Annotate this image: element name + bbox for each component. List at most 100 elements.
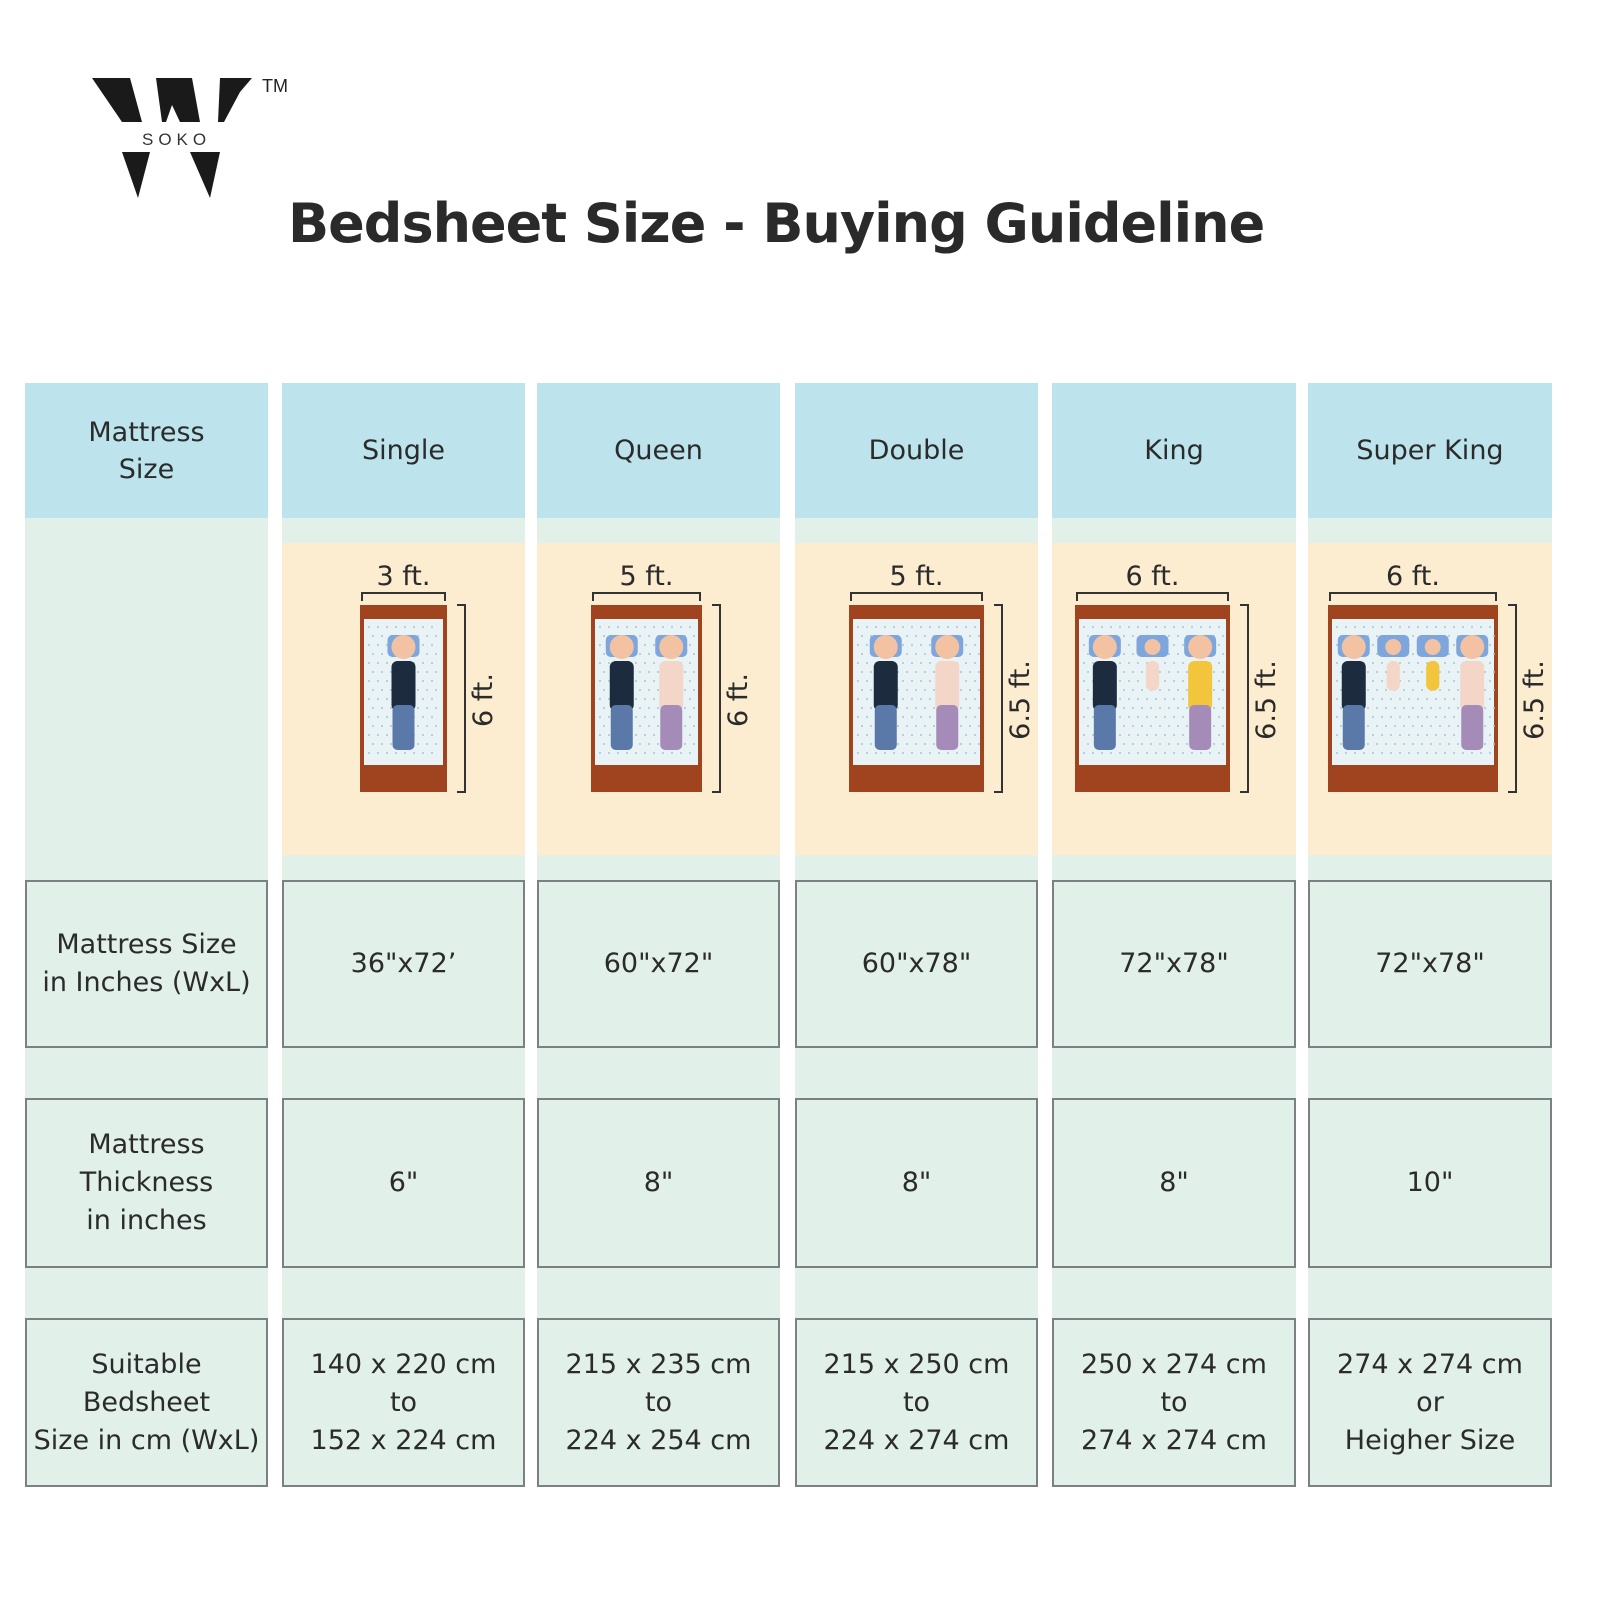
mattress-dot — [368, 644, 370, 646]
mattress-dot — [1137, 680, 1139, 682]
mattress-dot — [635, 698, 637, 700]
mattress-dot — [1439, 743, 1441, 745]
bed-illustration: 6 ft. 6.5 ft. — [1328, 561, 1550, 793]
mattress-dot — [435, 653, 437, 655]
mattress-dot — [1444, 662, 1446, 664]
mattress-dot — [1177, 689, 1179, 691]
mattress-dot — [1123, 653, 1125, 655]
length-bracket — [457, 604, 466, 793]
mattress-dot — [929, 680, 931, 682]
mattress-dot — [1155, 626, 1157, 628]
mattress-dot — [911, 716, 913, 718]
mattress-dot — [969, 671, 971, 673]
length-bracket — [1508, 604, 1517, 793]
mattress-dot — [978, 671, 980, 673]
mattress-dot — [1101, 626, 1103, 628]
mattress-dot — [626, 752, 628, 754]
mattress-dot — [861, 671, 863, 673]
mattress-dot — [684, 671, 686, 673]
mattress-dot — [1372, 680, 1374, 682]
mattress-dot — [689, 698, 691, 700]
person-head — [1424, 639, 1441, 655]
mattress-dot — [1367, 689, 1369, 691]
mattress-dot — [1376, 689, 1378, 691]
mattress-dot — [1376, 635, 1378, 637]
mattress-dot — [404, 752, 406, 754]
mattress-dot — [1186, 707, 1188, 709]
mattress-dot — [857, 644, 859, 646]
person-head — [1385, 639, 1402, 655]
mattress-dot — [1213, 671, 1215, 673]
mattress-dot — [906, 689, 908, 691]
mattress-dot — [911, 644, 913, 646]
mattress-dot — [1381, 698, 1383, 700]
mattress-dot — [635, 662, 637, 664]
mattress-dot — [1394, 707, 1396, 709]
mattress-dot — [974, 626, 976, 628]
mattress-dot — [1218, 698, 1220, 700]
mattress-dot — [639, 635, 641, 637]
mattress-dot — [1168, 725, 1170, 727]
mattress-dot — [1489, 752, 1491, 754]
mattress-dot — [857, 626, 859, 628]
mattress-dot — [381, 707, 383, 709]
mattress-dot — [693, 743, 695, 745]
mattress-dot — [1083, 716, 1085, 718]
mattress-dot — [1128, 662, 1130, 664]
length-bracket — [712, 604, 721, 793]
mattress-dot — [1218, 716, 1220, 718]
mattress-dot — [426, 689, 428, 691]
mattress-dot — [870, 707, 872, 709]
mattress-dot — [965, 752, 967, 754]
mattress-dot — [368, 734, 370, 736]
mattress-dot — [386, 752, 388, 754]
mattress-dot — [875, 752, 877, 754]
mattress-dot — [422, 626, 424, 628]
mattress-dot — [372, 707, 374, 709]
mattress-dot — [924, 689, 926, 691]
mattress-dot — [599, 626, 601, 628]
mattress-dot — [1448, 743, 1450, 745]
mattress-dot — [653, 662, 655, 664]
mattress-dot — [861, 725, 863, 727]
mattress-dot — [1119, 698, 1121, 700]
mattress-dot — [1092, 752, 1094, 754]
mattress-dot — [1372, 626, 1374, 628]
mattress-dot — [1444, 680, 1446, 682]
bed-illustration: 6 ft. 6.5 ft. — [1075, 561, 1282, 793]
mattress-dot — [1128, 680, 1130, 682]
mattress-dot — [1164, 734, 1166, 736]
mattress-dot — [1191, 752, 1193, 754]
mattress-dot — [929, 626, 931, 628]
mattress-dot — [933, 671, 935, 673]
person-head — [935, 635, 960, 659]
mattress-dot — [965, 626, 967, 628]
bed-illustration: 3 ft. 6 ft. — [360, 561, 499, 793]
mattress-dot — [1092, 734, 1094, 736]
mattress-dot — [684, 725, 686, 727]
mattress-dot — [1168, 689, 1170, 691]
mattress-dot — [1177, 725, 1179, 727]
mattress-dot — [426, 743, 428, 745]
header-double: Double — [795, 383, 1038, 518]
mattress-dot — [426, 653, 428, 655]
mattress-dot — [1421, 707, 1423, 709]
mattress-dot — [1439, 707, 1441, 709]
mattress-dot — [653, 680, 655, 682]
mattress-dot — [417, 743, 419, 745]
mattress-dot — [1385, 707, 1387, 709]
mattress-dot — [1087, 635, 1089, 637]
mattress-dot — [1381, 734, 1383, 736]
cell-thickness: 8" — [537, 1098, 780, 1268]
mattress-dot — [924, 725, 926, 727]
mattress-dot — [1363, 752, 1365, 754]
cell-inches: 60"x72" — [537, 880, 780, 1048]
mattress-dot — [689, 752, 691, 754]
mattress-dot — [884, 626, 886, 628]
bed-illustration: 5 ft. 6 ft. — [591, 561, 754, 793]
mattress-dot — [1435, 752, 1437, 754]
footboard — [849, 765, 984, 792]
mattress-dot — [386, 716, 388, 718]
mattress-dot — [1381, 680, 1383, 682]
mattress-dot — [1444, 698, 1446, 700]
